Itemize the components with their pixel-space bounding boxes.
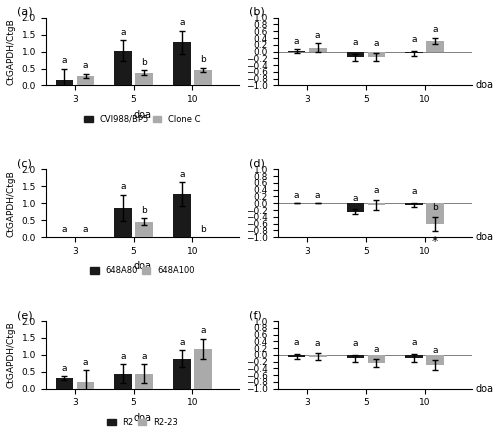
Text: a: a xyxy=(412,338,417,348)
Text: (f): (f) xyxy=(249,310,262,320)
Bar xyxy=(309,47,326,52)
Bar xyxy=(405,52,423,53)
Text: b: b xyxy=(142,58,147,67)
Text: (e): (e) xyxy=(16,310,32,320)
Bar xyxy=(56,378,73,389)
Bar xyxy=(426,41,444,52)
Text: a: a xyxy=(83,61,88,70)
Text: a: a xyxy=(412,35,417,44)
Bar xyxy=(136,222,153,237)
Text: a: a xyxy=(179,18,184,27)
Bar xyxy=(173,43,190,86)
Text: a: a xyxy=(142,352,147,361)
Bar xyxy=(405,203,423,205)
Text: a: a xyxy=(374,39,379,48)
Bar xyxy=(76,76,94,86)
Text: b: b xyxy=(432,203,438,212)
Bar xyxy=(309,355,326,357)
Text: doa: doa xyxy=(476,81,494,90)
Bar xyxy=(194,349,212,389)
Bar xyxy=(114,374,132,389)
Bar xyxy=(426,203,444,224)
Bar xyxy=(426,355,444,365)
Text: a: a xyxy=(315,31,320,40)
Bar xyxy=(368,203,385,205)
Text: doa: doa xyxy=(476,384,494,394)
Text: a: a xyxy=(294,37,300,46)
Text: a: a xyxy=(62,225,67,234)
Text: b: b xyxy=(200,225,206,234)
Text: a: a xyxy=(412,187,417,196)
Bar xyxy=(114,51,132,86)
Text: (d): (d) xyxy=(249,159,264,168)
Bar xyxy=(288,355,306,357)
Text: a: a xyxy=(432,346,438,355)
Bar xyxy=(346,203,364,212)
Text: (a): (a) xyxy=(16,7,32,17)
Y-axis label: CtGAPDH/CtgB: CtGAPDH/CtgB xyxy=(7,18,16,85)
Text: a: a xyxy=(62,56,67,65)
Text: (c): (c) xyxy=(16,159,32,168)
Bar xyxy=(194,70,212,86)
Text: doa: doa xyxy=(476,232,494,242)
Text: a: a xyxy=(179,338,184,347)
Legend: R2, R2-23: R2, R2-23 xyxy=(104,414,181,430)
Text: a: a xyxy=(352,194,358,202)
Bar xyxy=(76,382,94,389)
Legend: 648A80, 648A100: 648A80, 648A100 xyxy=(87,263,198,279)
X-axis label: doa: doa xyxy=(134,110,152,120)
Text: a: a xyxy=(352,38,358,47)
Bar xyxy=(405,355,423,358)
Bar xyxy=(368,52,385,57)
Legend: CVI988/BP5, Clone C: CVI988/BP5, Clone C xyxy=(81,111,204,127)
Bar xyxy=(173,194,190,237)
Text: a: a xyxy=(62,364,67,373)
Bar xyxy=(114,207,132,237)
Y-axis label: CtGAPDH/CtgB: CtGAPDH/CtgB xyxy=(7,170,16,237)
Text: a: a xyxy=(120,352,126,361)
Bar xyxy=(136,374,153,389)
Text: a: a xyxy=(432,26,438,34)
Text: (b): (b) xyxy=(249,7,264,17)
Text: a: a xyxy=(200,326,205,335)
Text: a: a xyxy=(315,191,320,200)
Text: *: * xyxy=(432,235,438,248)
Text: a: a xyxy=(315,339,320,348)
X-axis label: doa: doa xyxy=(134,261,152,271)
Text: a: a xyxy=(83,358,88,367)
Bar xyxy=(346,355,364,358)
Text: a: a xyxy=(294,191,300,200)
Text: b: b xyxy=(200,55,206,64)
Text: a: a xyxy=(120,28,126,37)
Text: a: a xyxy=(374,345,379,354)
Bar xyxy=(136,73,153,86)
Text: a: a xyxy=(120,182,126,191)
Bar xyxy=(173,359,190,389)
Bar xyxy=(368,355,385,363)
Bar xyxy=(56,80,73,86)
Text: a: a xyxy=(294,338,300,348)
Bar xyxy=(288,51,306,52)
Text: a: a xyxy=(179,170,184,179)
Text: b: b xyxy=(142,206,147,215)
Text: a: a xyxy=(352,339,358,348)
Text: a: a xyxy=(374,186,379,195)
Bar xyxy=(346,52,364,57)
Text: a: a xyxy=(83,225,88,234)
X-axis label: doa: doa xyxy=(134,413,152,423)
Y-axis label: CtGAPDH/CtgB: CtGAPDH/CtgB xyxy=(7,322,16,388)
